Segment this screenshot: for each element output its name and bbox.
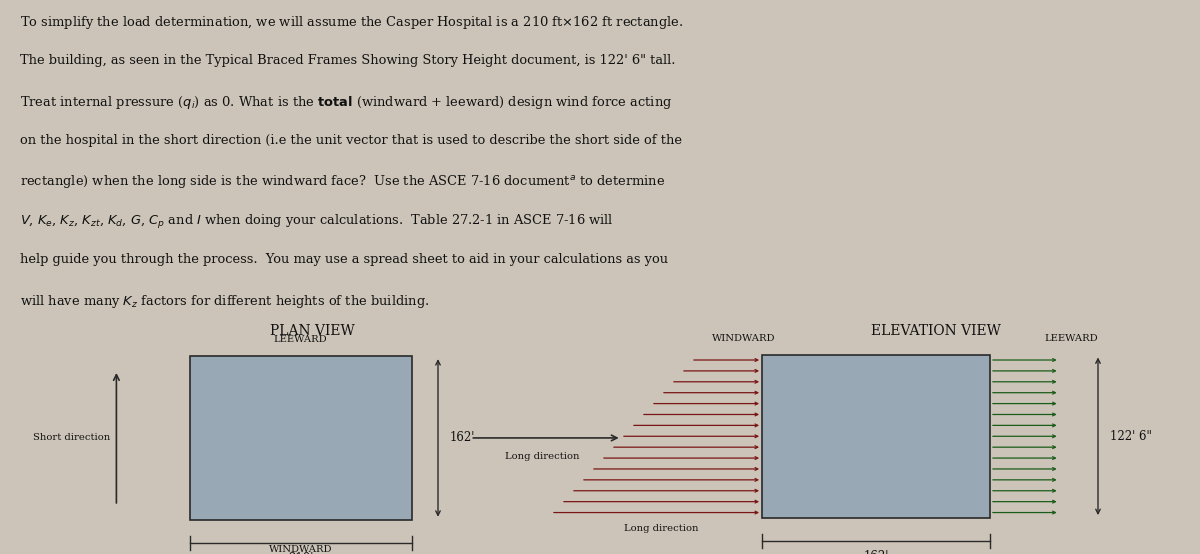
Text: WINDWARD: WINDWARD	[269, 545, 332, 553]
Text: help guide you through the process.  You may use a spread sheet to aid in your c: help guide you through the process. You …	[20, 253, 668, 266]
Text: 162': 162'	[863, 550, 889, 554]
Text: $V$, $K_e$, $K_z$, $K_{zt}$, $K_d$, $G$, $C_p$ and $I$ when doing your calculati: $V$, $K_e$, $K_z$, $K_{zt}$, $K_d$, $G$,…	[20, 213, 614, 231]
Text: ELEVATION VIEW: ELEVATION VIEW	[871, 324, 1001, 338]
Text: Long direction: Long direction	[505, 452, 580, 461]
Text: WINDWARD: WINDWARD	[713, 335, 775, 343]
Text: 162': 162'	[450, 432, 475, 444]
Text: 122' 6": 122' 6"	[1110, 430, 1152, 443]
Bar	[762, 355, 990, 518]
Bar	[190, 356, 412, 520]
Text: rectangle) when the long side is the windward face?  Use the ASCE 7-16 document$: rectangle) when the long side is the win…	[20, 173, 666, 191]
Text: Short direction: Short direction	[34, 433, 110, 443]
Text: Long direction: Long direction	[624, 524, 698, 532]
Text: LEEWARD: LEEWARD	[1045, 335, 1098, 343]
Text: The building, as seen in the Typical Braced Frames Showing Story Height document: The building, as seen in the Typical Bra…	[20, 54, 676, 66]
Text: PLAN VIEW: PLAN VIEW	[270, 324, 355, 338]
Text: Treat internal pressure ($q_i$) as 0. What is the $\mathbf{total}$ (windward + l: Treat internal pressure ($q_i$) as 0. Wh…	[20, 94, 673, 111]
Text: LEEWARD: LEEWARD	[274, 335, 328, 344]
Text: will have many $K_z$ factors for different heights of the building.: will have many $K_z$ factors for differe…	[20, 293, 430, 310]
Text: 210': 210'	[288, 552, 313, 554]
Text: To simplify the load determination, we will assume the Casper Hospital is a 210 : To simplify the load determination, we w…	[20, 14, 684, 31]
Text: on the hospital in the short direction (i.e the unit vector that is used to desc: on the hospital in the short direction (…	[20, 134, 683, 146]
